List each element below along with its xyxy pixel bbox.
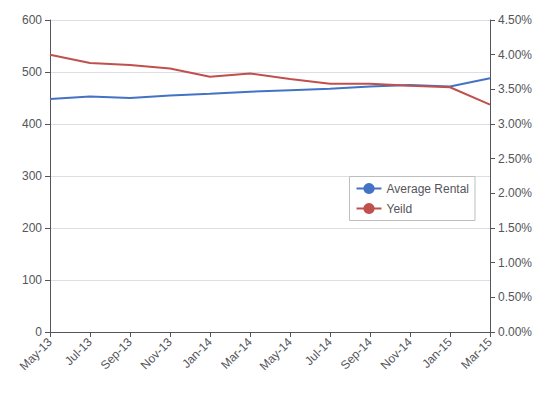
svg-text:Mar-15: Mar-15	[458, 335, 495, 372]
svg-text:Jan-14: Jan-14	[179, 335, 215, 371]
svg-text:2.00%: 2.00%	[498, 186, 532, 200]
svg-text:May-14: May-14	[257, 335, 295, 373]
svg-text:Jan-15: Jan-15	[419, 335, 455, 371]
svg-text:3.00%: 3.00%	[498, 117, 532, 131]
svg-text:100: 100	[22, 273, 42, 287]
svg-text:1.50%: 1.50%	[498, 221, 532, 235]
svg-text:2.50%: 2.50%	[498, 152, 532, 166]
svg-text:Sep-13: Sep-13	[98, 335, 135, 372]
svg-text:May-13: May-13	[17, 335, 55, 373]
svg-text:0.50%: 0.50%	[498, 290, 532, 304]
svg-text:600: 600	[22, 13, 42, 27]
svg-text:200: 200	[22, 221, 42, 235]
svg-text:Nov-13: Nov-13	[138, 335, 175, 372]
svg-text:300: 300	[22, 169, 42, 183]
svg-text:0: 0	[35, 325, 42, 339]
svg-text:Yeild: Yeild	[387, 202, 413, 216]
svg-text:3.50%: 3.50%	[498, 82, 532, 96]
svg-text:4.50%: 4.50%	[498, 13, 532, 27]
svg-text:1.00%: 1.00%	[498, 256, 532, 270]
svg-text:Sep-14: Sep-14	[338, 335, 375, 372]
svg-text:500: 500	[22, 65, 42, 79]
svg-text:4.00%: 4.00%	[498, 48, 532, 62]
svg-text:Jul-13: Jul-13	[62, 335, 95, 368]
svg-text:0.00%: 0.00%	[498, 325, 532, 339]
svg-text:400: 400	[22, 117, 42, 131]
svg-text:Average Rental: Average Rental	[387, 182, 470, 196]
svg-text:Nov-14: Nov-14	[378, 335, 415, 372]
svg-text:Mar-14: Mar-14	[218, 335, 255, 372]
svg-text:Jul-14: Jul-14	[302, 335, 335, 368]
